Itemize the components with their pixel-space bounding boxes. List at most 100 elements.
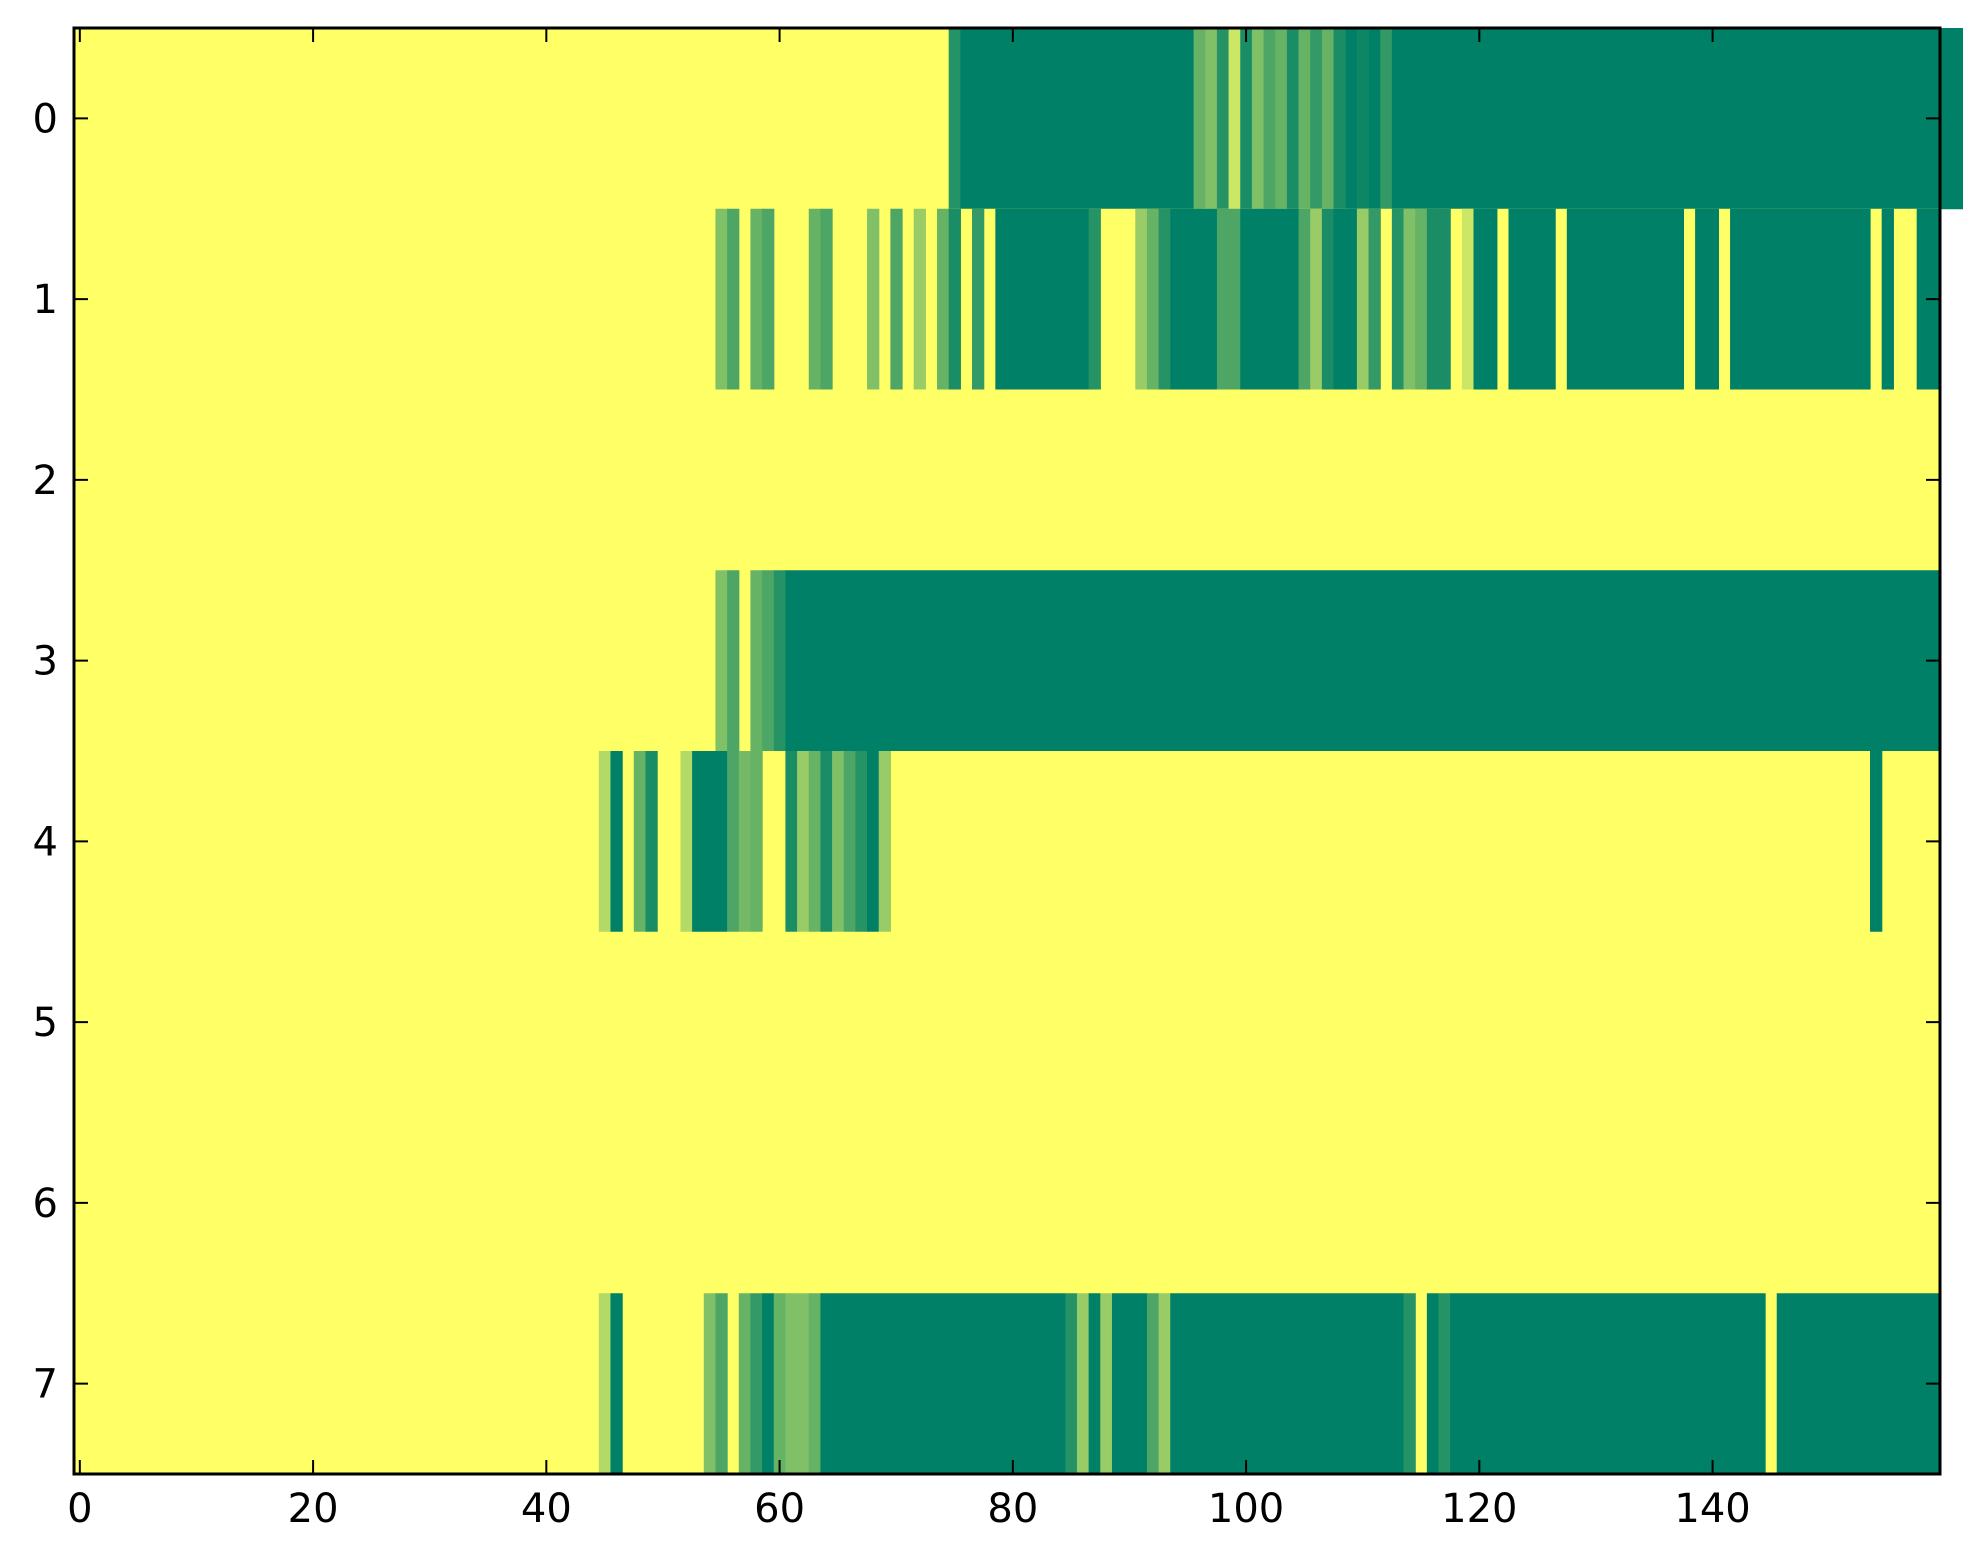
heatmap-row-6 (74, 1112, 1940, 1294)
heatmap-cell (727, 751, 740, 933)
heatmap-cell (1240, 28, 1253, 210)
heatmap-cell (1473, 208, 1498, 390)
heatmap-cell (1111, 1293, 1148, 1475)
heatmap-cell (843, 751, 856, 933)
heatmap-cell (1461, 208, 1475, 390)
x-tick-label: 20 (288, 1486, 339, 1532)
x-tick-label: 140 (1674, 1486, 1750, 1532)
y-tick-label: 3 (33, 639, 58, 685)
heatmap-cell (750, 208, 763, 390)
x-tick-label: 100 (1208, 1486, 1284, 1532)
heatmap-cell (1508, 208, 1556, 390)
heatmap-cell (727, 208, 740, 390)
heatmap-cell (820, 208, 833, 390)
heatmap-cell (797, 751, 810, 933)
heatmap-cell (1391, 208, 1405, 390)
y-tick-label: 4 (33, 819, 58, 865)
heatmap-cell (1275, 28, 1288, 210)
heatmap-cell (1356, 208, 1370, 390)
heatmap-cell (598, 1293, 612, 1475)
heatmap-cell (1415, 208, 1428, 390)
y-axis-tick-labels: 0 1 2 3 4 5 6 7 (33, 96, 58, 1407)
heatmap-cell (1076, 1293, 1090, 1475)
heatmap-cell (820, 1293, 1066, 1475)
heatmap-cell (913, 208, 926, 390)
heatmap-cell (1088, 1293, 1101, 1475)
heatmap-cell (610, 1293, 623, 1475)
heatmap-cell (1216, 208, 1241, 390)
heatmap-cell (948, 208, 961, 390)
heatmap-row-2 (74, 389, 1940, 571)
x-tick-label: 80 (987, 1486, 1038, 1532)
heatmap-cell (832, 751, 845, 933)
heatmap-cell (1251, 28, 1265, 210)
heatmap-cell (1088, 208, 1101, 390)
y-tick-label: 0 (33, 96, 58, 142)
heatmap-cell (645, 751, 658, 933)
heatmap-cell (1158, 1293, 1171, 1475)
y-tick-label: 5 (33, 1000, 58, 1046)
heatmap-cell (610, 751, 623, 933)
plot-frame (72, 26, 1942, 1476)
x-tick-label: 120 (1441, 1486, 1517, 1532)
heatmap-cell (1333, 208, 1358, 390)
heatmap-cell (1403, 208, 1416, 390)
heatmap-cell (692, 751, 728, 933)
heatmap-cell (1438, 208, 1451, 390)
heatmap-cell (937, 208, 950, 390)
y-tick-label: 1 (33, 277, 58, 323)
heatmap-cell (1170, 208, 1218, 390)
heatmap-cell (1695, 208, 1720, 390)
heatmap-cell (762, 570, 775, 752)
heatmap-cell (1286, 28, 1300, 210)
x-tick-label: 40 (521, 1486, 572, 1532)
heatmap-cell (1135, 208, 1148, 390)
heatmap-cell (1870, 751, 1883, 933)
heatmap-cell (680, 751, 693, 933)
heatmap-cell (1321, 208, 1335, 390)
x-tick-label: 60 (754, 1486, 805, 1532)
heatmap-cell (808, 751, 821, 933)
heatmap-cell (1333, 28, 1346, 210)
heatmap-cell (750, 570, 763, 752)
heatmap-cell (715, 570, 728, 752)
heatmap-cell (867, 751, 880, 933)
heatmap-cell (1403, 1293, 1416, 1475)
heatmap-cell (948, 28, 961, 210)
heatmap-cell (1391, 28, 1626, 210)
x-axis-tick-labels: 0 20 40 60 80 100 120 140 (67, 1486, 1751, 1532)
heatmap-cell (1298, 208, 1311, 390)
heatmap-cell (703, 1293, 717, 1475)
heatmap-cell (1158, 208, 1171, 390)
heatmap-cell (1426, 1293, 1440, 1475)
heatmap-cell (762, 1293, 775, 1475)
heatmap-cell (808, 1293, 821, 1475)
heatmap-cell (1193, 28, 1206, 210)
heatmap-cells (74, 28, 1963, 1475)
heatmap-cell (762, 208, 775, 390)
heatmap-cell (715, 1293, 728, 1475)
heatmap-cell (1881, 208, 1894, 390)
heatmap-cell (878, 751, 891, 933)
heatmap-cell (1146, 1293, 1160, 1475)
heatmap-cell (1356, 28, 1370, 210)
x-tick-label: 0 (67, 1486, 92, 1532)
heatmap-cell (855, 751, 868, 933)
heatmap-cell (1776, 1293, 1941, 1475)
heatmap-cell (972, 208, 985, 390)
heatmap-cell (727, 570, 740, 752)
heatmap-cell (773, 570, 787, 752)
heatmap-cell (1240, 208, 1300, 390)
y-tick-label: 2 (33, 458, 58, 504)
heatmap-cell (1228, 28, 1241, 210)
heatmap-cell (738, 751, 752, 933)
y-tick-label: 7 (33, 1362, 58, 1408)
heatmap-cell (1730, 208, 1871, 390)
heatmap-cell (1310, 28, 1323, 210)
heatmap-cell (1170, 1293, 1405, 1475)
heatmap-cell (1566, 208, 1685, 390)
heatmap-row-5 (74, 931, 1940, 1113)
heatmap-cell (995, 208, 1090, 390)
heatmap-cell (1706, 28, 1813, 210)
